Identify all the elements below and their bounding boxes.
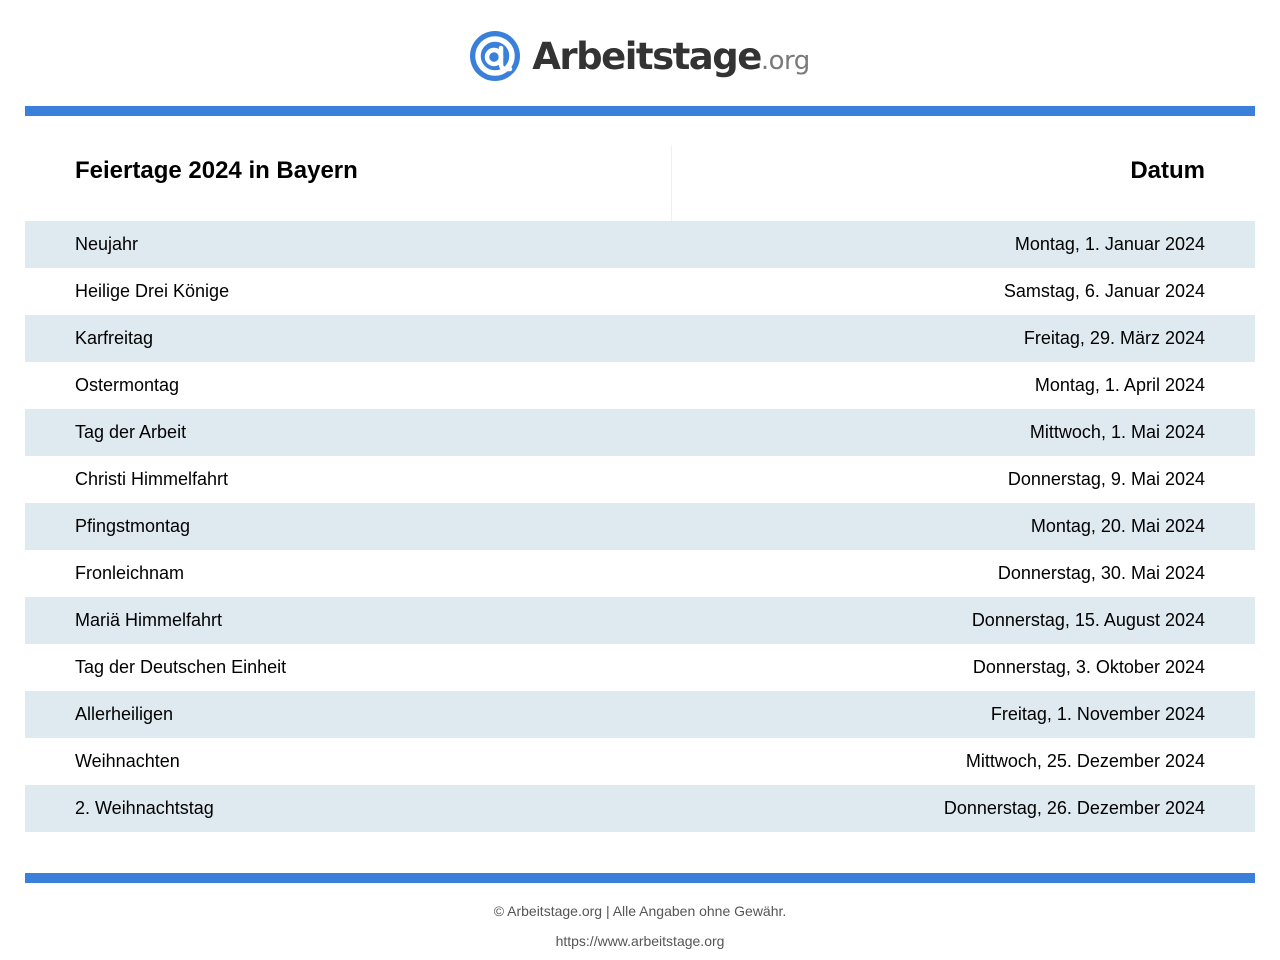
holiday-name: 2. Weihnachtstag: [75, 798, 214, 818]
holiday-date: Mittwoch, 25. Dezember 2024: [965, 751, 1205, 771]
logo-tld: .org: [760, 45, 810, 76]
holiday-date: Samstag, 6. Januar 2024: [1003, 281, 1205, 301]
holiday-name: Neujahr: [75, 234, 139, 254]
holiday-date: Freitag, 29. März 2024: [1023, 328, 1205, 348]
table-row: Ostermontag Montag, 1. April 2024: [25, 362, 1255, 409]
holiday-date: Donnerstag, 3. Oktober 2024: [972, 657, 1205, 677]
table-row: Pfingstmontag Montag, 20. Mai 2024: [25, 503, 1255, 550]
holiday-name: Pfingstmontag: [75, 516, 191, 536]
table-row: Christi Himmelfahrt Donnerstag, 9. Mai 20…: [25, 456, 1255, 503]
holiday-date: Donnerstag, 30. Mai 2024: [997, 563, 1205, 583]
holiday-name: Christi Himmelfahrt: [75, 469, 229, 489]
holiday-name: Allerheiligen: [75, 704, 174, 724]
at-sign-icon: [470, 31, 521, 81]
logo-name: Arbeitstage: [532, 34, 762, 78]
table-row: Tag der Deutschen Einheit Donnerstag, 3. …: [25, 644, 1255, 691]
holiday-name: Fronleichnam: [75, 563, 185, 583]
holiday-date: Donnerstag, 26. Dezember 2024: [943, 798, 1205, 818]
holiday-name: Karfreitag: [75, 328, 154, 348]
holiday-date: Montag, 20. Mai 2024: [1030, 516, 1205, 536]
holiday-date: Donnerstag, 9. Mai 2024: [1007, 469, 1205, 489]
table-row: Weihnachten Mittwoch, 25. Dezember 2024: [25, 738, 1255, 785]
holiday-name: Ostermontag: [75, 375, 180, 395]
holiday-date: Montag, 1. April 2024: [1034, 375, 1205, 395]
holiday-date: Mittwoch, 1. Mai 2024: [1029, 422, 1205, 442]
table-row: Karfreitag Freitag, 29. März 2024: [25, 315, 1255, 362]
footer-url[interactable]: https://www.arbeitstage.org: [555, 933, 725, 949]
table-header: Feiertage 2024 in Bayern Datum: [25, 145, 1255, 221]
header-holiday: Feiertage 2024 in Bayern: [75, 157, 358, 184]
table-row: Fronleichnam Donnerstag, 30. Mai 2024: [25, 550, 1255, 597]
holiday-date: Freitag, 1. November 2024: [990, 704, 1205, 724]
bottom-divider: [25, 873, 1255, 883]
header-date: Datum: [1130, 157, 1205, 184]
holiday-name: Tag der Arbeit: [75, 422, 187, 442]
table-row: Mariä Himmelfahrt Donnerstag, 15. August …: [25, 597, 1255, 644]
holiday-name: Tag der Deutschen Einheit: [75, 657, 287, 677]
holiday-name: Mariä Himmelfahrt: [75, 610, 223, 630]
table-row: Neujahr Montag, 1. Januar 2024: [25, 221, 1255, 268]
site-logo[interactable]: Arbeitstage .org: [0, 30, 1280, 82]
table-row: Heilige Drei Könige Samstag, 6. Januar 20…: [25, 268, 1255, 315]
holiday-date: Montag, 1. Januar 2024: [1014, 234, 1205, 254]
holiday-name: Weihnachten: [75, 751, 180, 771]
table-row: 2. Weihnachtstag Donnerstag, 26. Dezember…: [25, 785, 1255, 832]
logo-wordmark: Arbeitstage .org: [532, 35, 810, 78]
table-row: Allerheiligen Freitag, 1. November 2024: [25, 691, 1255, 738]
table-row: Tag der Arbeit Mittwoch, 1. Mai 2024: [25, 409, 1255, 456]
header-column-divider: [671, 145, 672, 221]
table-body: Neujahr Montag, 1. Januar 2024 Heilige Dre…: [25, 221, 1255, 832]
holiday-date: Donnerstag, 15. August 2024: [971, 610, 1205, 630]
holiday-table: Feiertage 2024 in Bayern Datum Neujahr Mo…: [25, 145, 1255, 832]
holiday-name: Heilige Drei Könige: [75, 281, 230, 301]
top-divider: [25, 106, 1255, 116]
footer-copyright: © Arbeitstage.org | Alle Angaben ohne Ge…: [493, 903, 787, 919]
